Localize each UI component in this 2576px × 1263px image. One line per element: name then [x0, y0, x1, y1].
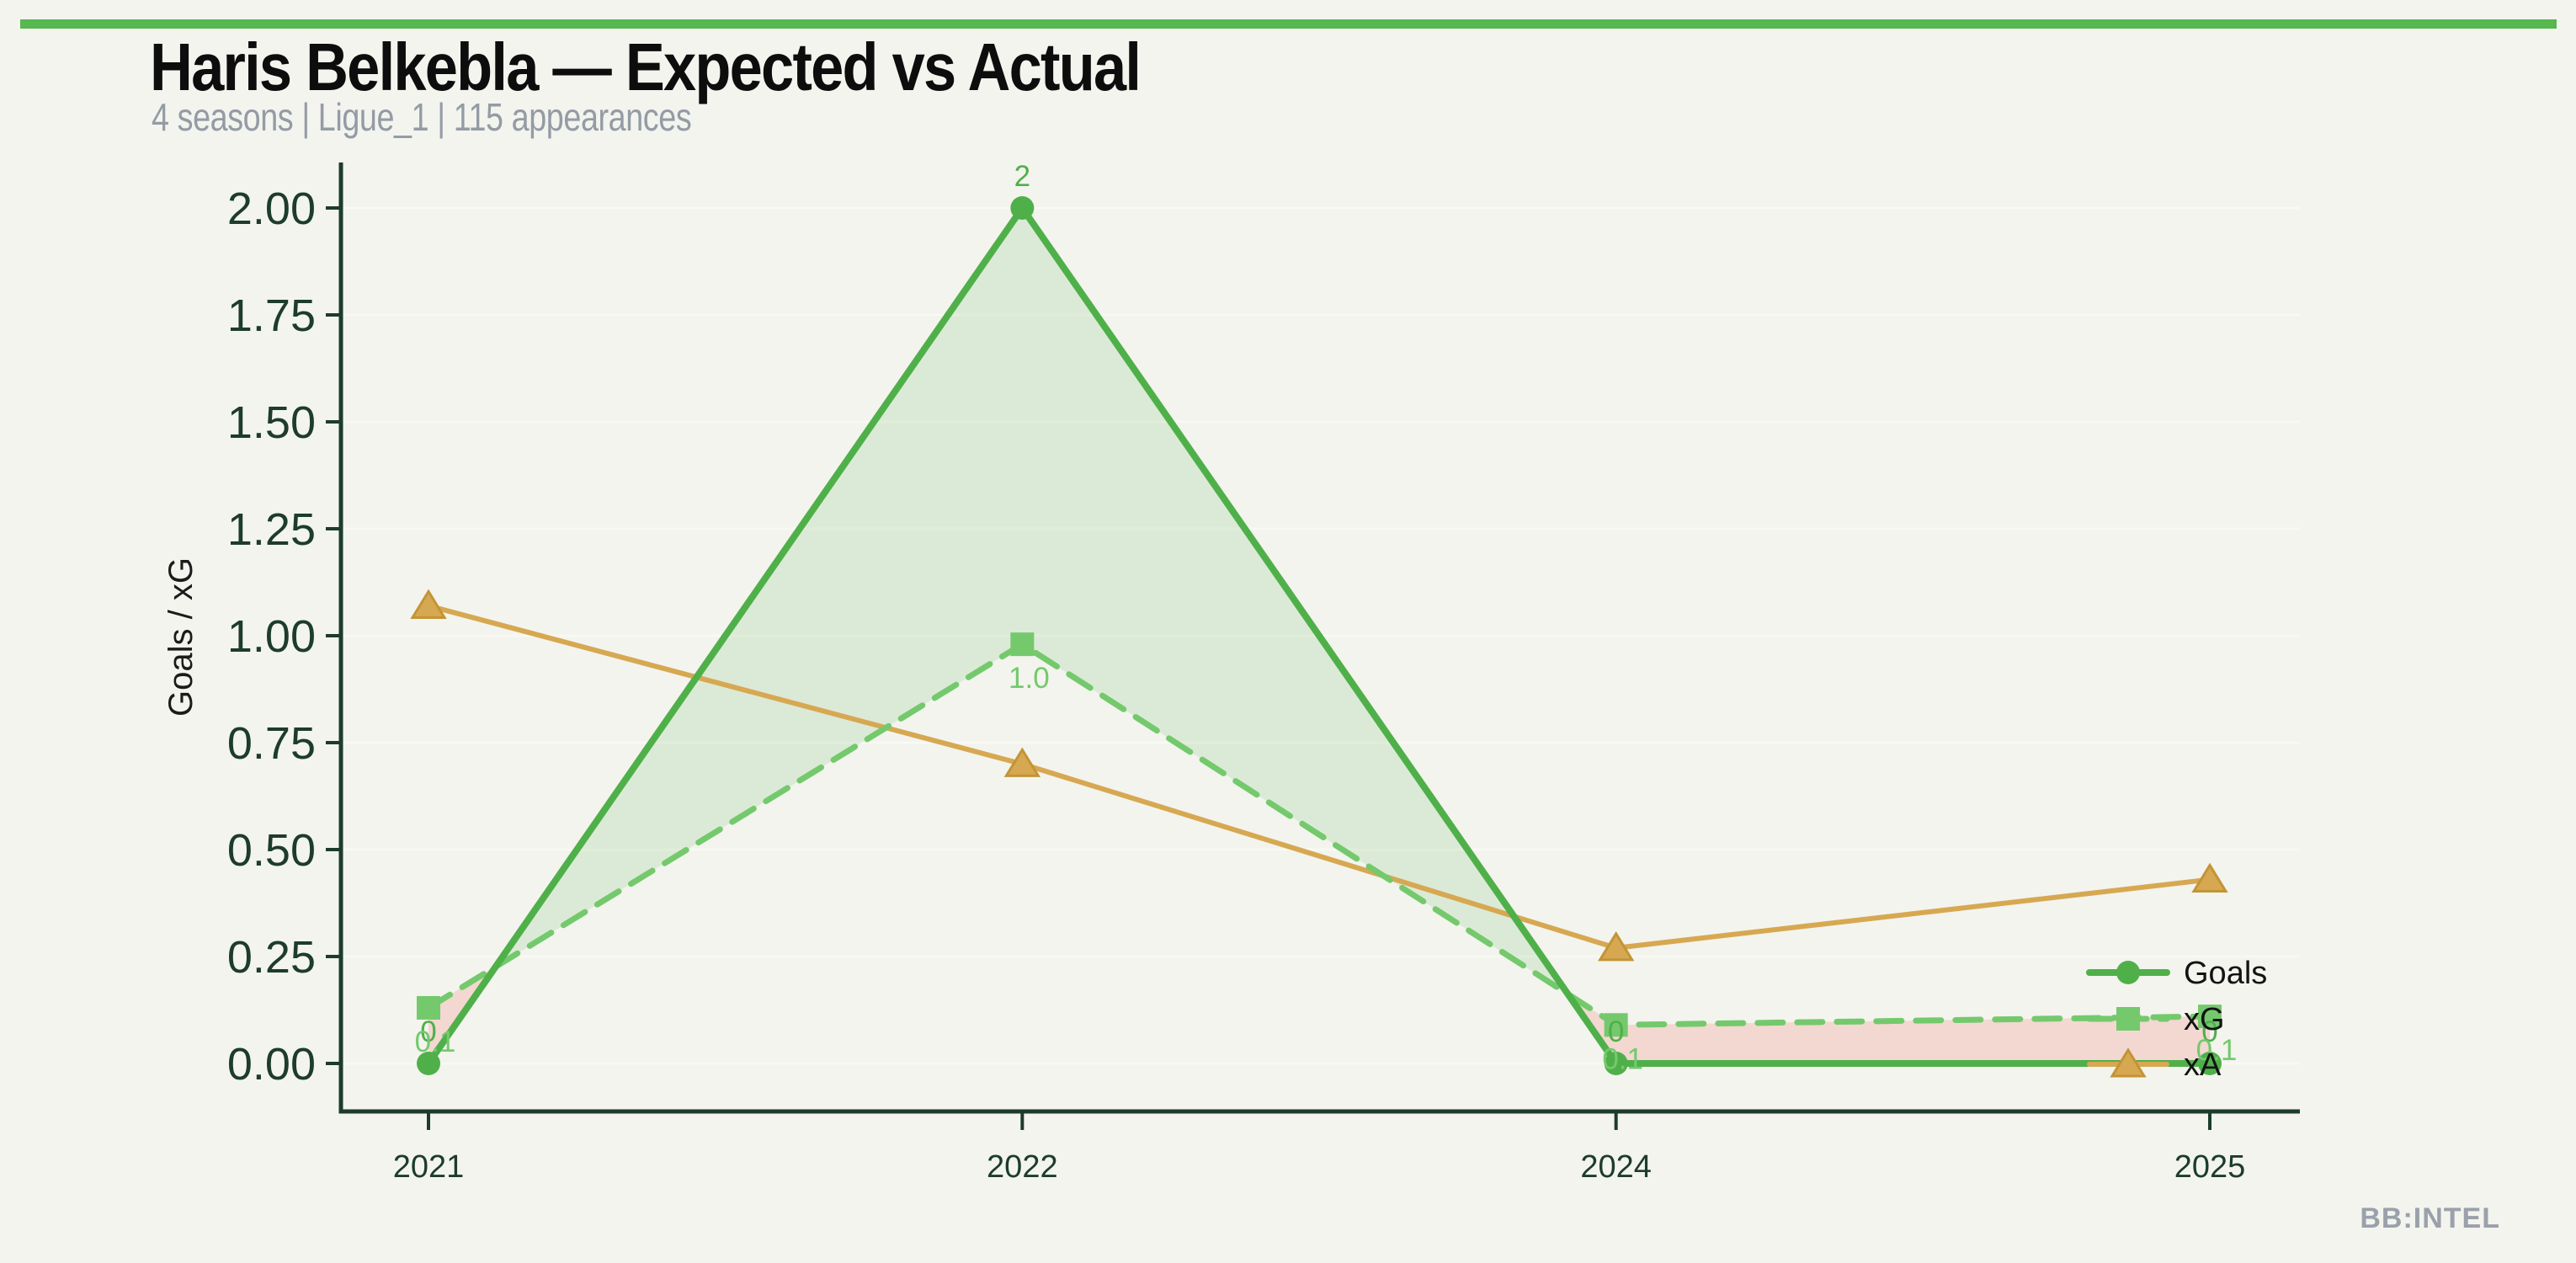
- data-label-xg-2024: 0.1: [1602, 1042, 1643, 1075]
- legend-label-xa: xA: [2184, 1047, 2222, 1083]
- series-goals: [417, 196, 2222, 1075]
- y-tick-label: 1.50: [227, 397, 316, 448]
- data-label-xg-2021: 0.1: [415, 1026, 456, 1058]
- legend: Goals xG xA: [2086, 956, 2267, 1083]
- y-tick-label: 0.25: [227, 932, 316, 983]
- x-tick-label: 2021: [393, 1149, 465, 1185]
- y-tick-label: 1.75: [227, 290, 316, 341]
- legend-item-goals: Goals: [2086, 956, 2267, 991]
- data-label-goals-2025: 0: [2201, 1015, 2217, 1048]
- accent-bar: [20, 19, 2557, 29]
- x-tick-label: 2025: [2174, 1149, 2246, 1185]
- data-label-xg-2022: 1.0: [1009, 662, 1050, 695]
- x-tick-label: 2022: [987, 1149, 1058, 1185]
- page-title: Haris Belkebla — Expected vs Actual: [150, 29, 1142, 104]
- y-tick-label: 0.50: [227, 825, 316, 876]
- series-xg: [417, 632, 2222, 1037]
- data-labels: 020 00.11.00.1 0.1: [415, 160, 2238, 1075]
- x-tick-label: 2024: [1580, 1149, 1652, 1185]
- legend-item-xa: xA: [2087, 1047, 2222, 1083]
- y-tick-label: 2.00: [227, 184, 316, 234]
- y-axis-label: Goals / xG: [162, 557, 200, 717]
- data-label-goals-2024: 0: [1608, 1015, 1624, 1048]
- legend-item-xg: xG: [2086, 1002, 2225, 1037]
- y-tick-label: 0.75: [227, 718, 316, 769]
- data-label-goals-2022: 2: [1014, 160, 1030, 193]
- page-subtitle: 4 seasons | Ligue_1 | 115 appearances: [152, 95, 692, 139]
- gridlines: [341, 206, 2300, 1065]
- y-tick-label: 1.25: [227, 504, 316, 555]
- data-label-goals-2021: 0: [420, 1015, 436, 1048]
- watermark: BB:INTEL: [2360, 1202, 2500, 1234]
- legend-label-xg: xG: [2184, 1002, 2225, 1037]
- axes: 0.000.250.500.751.001.251.501.752.002021…: [162, 163, 2300, 1185]
- data-label-xg-2025: 0.1: [2196, 1034, 2238, 1067]
- y-tick-label: 1.00: [227, 611, 316, 662]
- y-tick-label: 0.00: [227, 1039, 316, 1090]
- legend-label-goals: Goals: [2184, 956, 2267, 991]
- series-xa: [410, 589, 2228, 962]
